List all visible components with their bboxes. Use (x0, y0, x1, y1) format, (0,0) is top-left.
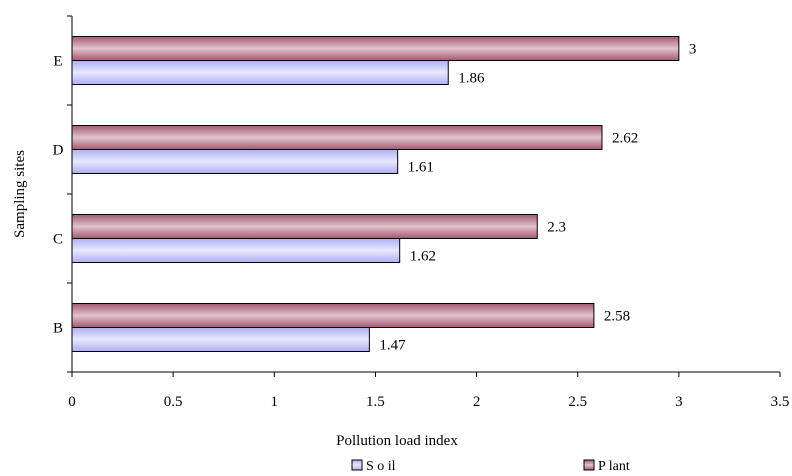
data-label-plant-c: 2.3 (547, 220, 566, 236)
x-tick-label: 2.5 (568, 394, 587, 410)
bar-plant-d (71, 125, 603, 150)
data-label-soil-b: 1.47 (379, 338, 406, 354)
legend-label-plant: P lant (598, 459, 630, 474)
bar-plant-c (71, 214, 538, 239)
data-label-plant-b: 2.58 (604, 309, 630, 325)
x-tick-label: 0 (68, 394, 76, 410)
bar-soil-c (71, 238, 401, 263)
data-labels-group: 1.47 2.58 1.62 2.3 1.61 2.62 1.86 3 (379, 42, 696, 354)
x-axis-title: Pollution load index (336, 433, 458, 449)
bar-soil-e (71, 60, 449, 85)
data-label-plant-d: 2.62 (612, 131, 638, 147)
x-tick-label: 1 (271, 394, 279, 410)
bar-soil-b (71, 327, 370, 352)
y-axis-title: Sampling sites (12, 150, 28, 238)
legend-swatch-plant (583, 459, 595, 471)
y-tick-label: D (53, 143, 64, 159)
x-axis-ticks: 0 0.5 1 1.5 2 2.5 3 3.5 (68, 372, 789, 410)
legend-swatch-soil (351, 459, 363, 471)
data-label-soil-d: 1.61 (408, 160, 434, 176)
plot-area: B C D E 0 0.5 1 1.5 2 2.5 3 3.5 1.47 2.58 1.62 2.3 1.6… (53, 15, 789, 410)
bar-plant-e (71, 36, 680, 61)
x-tick-label: 2 (473, 394, 481, 410)
x-tick-label: 1.5 (366, 394, 385, 410)
x-tick-label: 0.5 (164, 394, 183, 410)
legend-label-soil: S o il (366, 459, 396, 474)
x-tick-label: 3.5 (771, 394, 790, 410)
legend: S o il P lant (351, 459, 630, 474)
y-axis-ticks: B C D E (53, 15, 72, 373)
bars-group (71, 36, 680, 352)
data-label-plant-e: 3 (689, 42, 697, 58)
y-tick-label: B (53, 321, 63, 337)
y-tick-label: C (53, 232, 63, 248)
bar-soil-d (71, 149, 399, 174)
data-label-soil-e: 1.86 (458, 71, 485, 87)
bar-plant-b (71, 303, 595, 328)
y-tick-label: E (53, 54, 62, 70)
x-tick-label: 3 (675, 394, 683, 410)
data-label-soil-c: 1.62 (410, 249, 436, 265)
